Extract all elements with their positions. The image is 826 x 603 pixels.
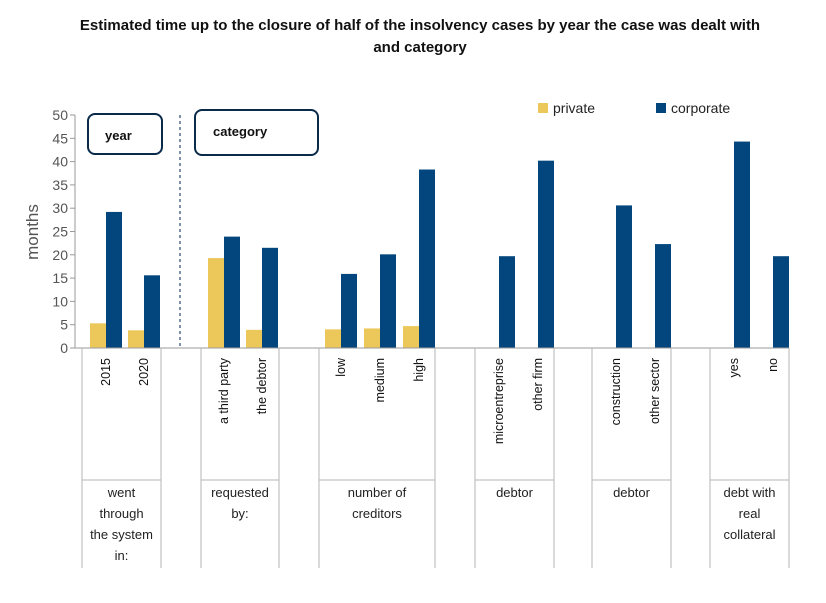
x-tick-label: a third party xyxy=(217,357,231,424)
bar-corporate-2015 xyxy=(106,211,122,348)
group-label: real xyxy=(739,506,761,521)
bar-corporate-2020 xyxy=(144,275,160,348)
y-tick-label: 10 xyxy=(52,293,68,309)
legend-swatch-private xyxy=(538,103,548,113)
group-label: in: xyxy=(115,548,129,563)
bar-private-high xyxy=(403,326,419,348)
year-box-label: year xyxy=(105,128,132,143)
x-tick-label: 2020 xyxy=(137,358,151,386)
y-axis-ticks: 0 5 10 15 20 25 30 35 40 45 50 xyxy=(52,107,76,356)
x-tick-label: construction xyxy=(609,358,623,425)
bar-private-low xyxy=(325,329,341,348)
chart-title-line-2: and category xyxy=(373,39,467,56)
bar-corporate-the-debtor xyxy=(262,247,278,348)
category-table: 2015 2020 a third party the debtor low medium… xyxy=(75,347,790,568)
group-label: the system xyxy=(90,527,153,542)
group-label: creditors xyxy=(352,506,402,521)
bar-corporate-microentreprise xyxy=(499,256,515,348)
group-label: went xyxy=(107,485,136,500)
year-box xyxy=(87,113,163,155)
bar-corporate-high xyxy=(419,169,435,348)
group-label: collateral xyxy=(723,527,775,542)
group-label: debtor xyxy=(496,485,534,500)
category-box xyxy=(194,109,319,156)
bar-corporate-low xyxy=(341,273,357,348)
x-tick-label: other firm xyxy=(531,358,545,411)
x-tick-label: the debtor xyxy=(255,358,269,414)
y-tick-label: 20 xyxy=(52,247,68,263)
y-tick-label: 40 xyxy=(52,154,68,170)
y-axis-label: months xyxy=(23,204,42,260)
y-tick-label: 50 xyxy=(52,107,68,123)
x-tick-label: high xyxy=(412,358,426,382)
group-label: by: xyxy=(231,506,248,521)
y-tick-label: 15 xyxy=(52,270,68,286)
bar-corporate-yes xyxy=(734,141,750,348)
x-tick-label: 2015 xyxy=(99,358,113,386)
group-label: debt with xyxy=(723,485,775,500)
x-tick-label: microentreprise xyxy=(492,358,506,444)
y-tick-label: 0 xyxy=(60,340,68,356)
bar-private-2020 xyxy=(128,330,144,348)
bar-corporate-construction xyxy=(616,205,632,348)
x-tick-label: no xyxy=(766,358,780,372)
bar-private-medium xyxy=(364,328,380,348)
bar-corporate-other-sector xyxy=(655,244,671,348)
x-tick-label: other sector xyxy=(648,358,662,424)
bar-private-2015 xyxy=(90,323,106,348)
x-tick-label: low xyxy=(334,357,348,377)
group-label: number of xyxy=(348,485,407,500)
bar-corporate-a-third-party xyxy=(224,236,240,348)
x-tick-label: medium xyxy=(373,358,387,402)
y-tick-label: 35 xyxy=(52,177,68,193)
y-tick-label: 30 xyxy=(52,200,68,216)
bars xyxy=(90,141,789,348)
x-tick-label: yes xyxy=(727,358,741,377)
group-label: debtor xyxy=(613,485,651,500)
legend-label-private: private xyxy=(553,100,595,116)
bar-corporate-medium xyxy=(380,254,396,348)
bar-corporate-no xyxy=(773,256,789,348)
category-box-label: category xyxy=(213,124,268,139)
y-tick-label: 25 xyxy=(52,224,68,240)
group-label: through xyxy=(99,506,143,521)
bar-private-a-third-party xyxy=(208,258,224,348)
y-tick-label: 5 xyxy=(60,317,68,333)
legend-label-corporate: corporate xyxy=(671,100,730,116)
chart-title-line-1: Estimated time up to the closure of half… xyxy=(80,17,760,34)
group-label: requested xyxy=(211,485,269,500)
bar-corporate-other-firm xyxy=(538,160,554,348)
y-tick-label: 45 xyxy=(52,130,68,146)
legend-swatch-corporate xyxy=(656,103,666,113)
bar-private-the-debtor xyxy=(246,329,262,348)
